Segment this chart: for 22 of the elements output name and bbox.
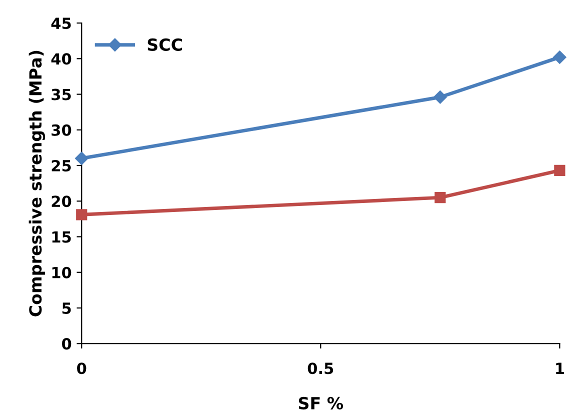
legend-label: SCC xyxy=(148,38,182,51)
point xyxy=(553,50,566,64)
y-tick-label: 25 xyxy=(52,160,71,172)
point xyxy=(76,209,88,220)
y-tick-label: 15 xyxy=(52,231,71,243)
x-tick-label: 1 xyxy=(556,362,564,374)
y-tick-label: 45 xyxy=(51,18,71,30)
point xyxy=(554,164,566,176)
point xyxy=(434,192,446,204)
y-axis-title: Compressive strength (MPa) xyxy=(28,50,46,316)
point xyxy=(434,90,447,104)
x-tick-label: 0.5 xyxy=(308,362,334,374)
y-tick-label: 30 xyxy=(52,124,72,136)
y-tick-label: 10 xyxy=(52,266,72,278)
x-axis-title: SF % xyxy=(298,396,344,410)
y-tick-label: 35 xyxy=(52,88,71,100)
y-tick-label: 40 xyxy=(51,53,72,65)
y-tick-label: 5 xyxy=(62,302,71,314)
y-tick-label: 0 xyxy=(62,338,72,350)
point xyxy=(75,152,88,165)
x-tick-label: 0 xyxy=(77,362,86,374)
y-tick-label: 20 xyxy=(52,196,72,208)
